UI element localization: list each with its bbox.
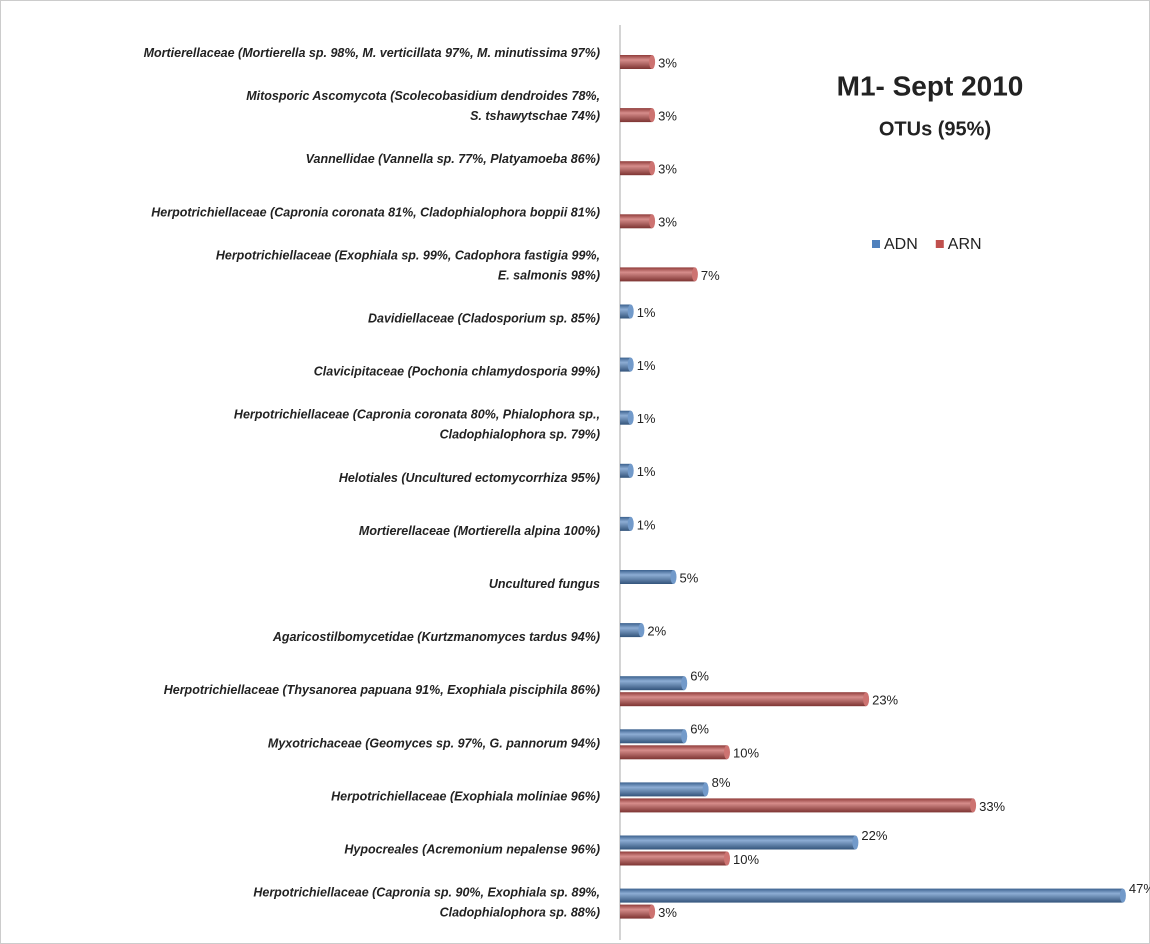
value-label: 10% (733, 746, 759, 761)
bar-cap (649, 55, 656, 69)
bar-cap (852, 835, 859, 850)
value-label: 1% (637, 358, 656, 373)
bar-cap (681, 729, 688, 744)
bar-cap (681, 676, 688, 691)
bar-cap (670, 570, 677, 584)
category-label: Mortierellaceae (Mortierella sp. 98%, M.… (144, 46, 600, 60)
bar-cap (649, 904, 656, 919)
bar-cap (863, 692, 870, 707)
bar-cap (970, 798, 977, 813)
value-label: 3% (658, 905, 677, 920)
bar (620, 851, 727, 866)
value-label: 8% (712, 775, 731, 790)
bar-cap (649, 214, 656, 229)
bar (620, 267, 695, 282)
value-label: 3% (658, 109, 677, 124)
value-label: 22% (861, 828, 887, 843)
value-label: 5% (680, 570, 699, 585)
bar (620, 676, 685, 691)
value-label: 6% (690, 722, 709, 737)
category-label: Herpotrichiellaceae (Exophiala moliniae … (331, 790, 600, 804)
chart-subtitle: OTUs (95%) (879, 118, 991, 140)
category-label: Helotiales (Uncultured ectomycorrhiza 95… (339, 471, 600, 485)
chart-title: M1- Sept 2010 (837, 70, 1024, 101)
bar (620, 463, 631, 478)
bar-cap (724, 851, 730, 866)
bar-cap (627, 304, 634, 319)
legend-swatch (935, 240, 944, 248)
bar (620, 904, 653, 919)
bar (620, 729, 685, 744)
value-label: 3% (658, 55, 677, 70)
bar-cap (627, 516, 634, 531)
bar (620, 516, 631, 531)
value-label: 47% (1129, 881, 1150, 896)
value-label: 1% (637, 517, 656, 532)
bar (620, 108, 653, 123)
bar-cap (1119, 888, 1126, 903)
category-label: Herpotrichiellaceae (Capronia coronata 8… (151, 206, 600, 220)
bar (620, 745, 727, 760)
category-label: Davidiellaceae (Cladosporium sp. 85%) (368, 312, 600, 326)
bar-cap (702, 782, 709, 797)
value-label: 7% (701, 268, 720, 283)
value-label: 3% (658, 215, 677, 230)
bar (620, 357, 631, 372)
bar (620, 214, 653, 229)
bar (620, 304, 631, 319)
category-label: Uncultured fungus (489, 577, 600, 591)
bar-cap (627, 410, 634, 425)
legend-label: ARN (948, 236, 982, 253)
bar (620, 623, 642, 638)
bar (620, 570, 674, 584)
bar-cap (649, 108, 656, 123)
category-label: Herpotrichiellaceae (Capronia coronata 8… (234, 408, 600, 442)
category-label: Herpotrichiellaceae (Capronia sp. 90%, E… (253, 886, 600, 920)
value-label: 23% (872, 693, 898, 708)
bar-cap (627, 463, 634, 478)
category-label: Mortierellaceae (Mortierella alpina 100%… (359, 524, 600, 538)
bar (620, 782, 706, 797)
bar-cap (724, 745, 730, 760)
legend-label: ADN (884, 236, 918, 253)
value-label: 10% (733, 852, 759, 867)
bar-cap (627, 357, 634, 372)
bar (620, 55, 653, 69)
bar (620, 888, 1123, 903)
bar-cap (691, 267, 698, 282)
value-label: 1% (637, 464, 656, 479)
value-label: 3% (658, 162, 677, 177)
bar (620, 161, 653, 176)
category-label: Agaricostilbomycetidae (Kurtzmanomyces t… (272, 630, 600, 644)
bar (620, 692, 867, 707)
category-label: Herpotrichiellaceae (Exophiala sp. 99%, … (216, 249, 600, 283)
category-label: Hypocreales (Acremonium nepalense 96%) (344, 843, 600, 857)
bar (620, 798, 974, 813)
category-label: Vannellidae (Vannella sp. 77%, Platyamoe… (306, 152, 600, 166)
category-label: Myxotrichaceae (Geomyces sp. 97%, G. pan… (268, 737, 600, 751)
value-label: 33% (979, 799, 1005, 814)
bar (620, 835, 856, 850)
value-label: 1% (637, 411, 656, 426)
value-label: 6% (690, 669, 709, 684)
value-label: 1% (637, 305, 656, 320)
category-label: Herpotrichiellaceae (Thysanorea papuana … (164, 683, 600, 697)
category-label: Mitosporic Ascomycota (Scolecobasidium d… (246, 89, 600, 123)
bar (620, 410, 631, 425)
category-label: Clavicipitaceae (Pochonia chlamydosporia… (314, 365, 600, 379)
bar-cap (649, 161, 656, 176)
legend-swatch (872, 240, 880, 248)
bar-cap (638, 623, 645, 638)
value-label: 2% (647, 624, 666, 639)
